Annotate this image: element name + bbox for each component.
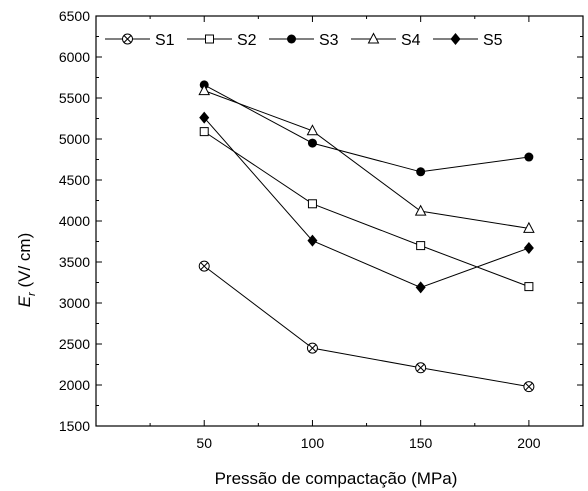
y-tick-label: 6000 — [59, 49, 90, 65]
y-axis-label: Er (V/ cm) — [15, 233, 38, 308]
data-point-s5 — [199, 111, 210, 124]
y-tick-label: 1500 — [59, 418, 90, 434]
y-tick-label: 6500 — [59, 8, 90, 24]
svg-text:Er (V/ cm): Er (V/ cm) — [15, 233, 38, 308]
legend-label-s1: S1 — [155, 32, 175, 49]
data-point-s1 — [415, 362, 427, 374]
y-tick-label: 4000 — [59, 213, 90, 229]
series-line-s4 — [204, 90, 529, 229]
y-tick-label: 5000 — [59, 131, 90, 147]
legend-marker-s4 — [367, 32, 380, 44]
x-axis-label: Pressão de compactação (MPa) — [215, 469, 458, 488]
y-tick-label: 5500 — [59, 90, 90, 106]
legend-marker-s5 — [450, 33, 461, 45]
legend-label-s4: S4 — [401, 32, 421, 49]
series-line-s2 — [203, 131, 530, 288]
x-tick-label: 50 — [196, 435, 212, 451]
y-tick-label: 3500 — [59, 254, 90, 270]
data-point-s1 — [306, 342, 318, 354]
data-point-s1 — [198, 260, 210, 272]
data-point-s4 — [523, 221, 535, 233]
x-tick-label: 100 — [301, 435, 325, 451]
data-point-s3 — [524, 152, 534, 162]
legend-marker-s3 — [287, 34, 296, 44]
y-axis-label-unit: (V/ cm) — [15, 233, 34, 293]
series-line-s3 — [203, 84, 529, 173]
legend-marker-s1 — [122, 33, 133, 45]
legend-label-s2: S2 — [237, 32, 257, 49]
legend-label-s3: S3 — [319, 32, 339, 49]
data-point-s2 — [524, 282, 534, 292]
data-point-s4 — [306, 124, 319, 136]
y-axis-label-symbol: E — [15, 295, 34, 307]
series-line-s1 — [203, 265, 529, 388]
data-point-s4 — [198, 84, 211, 96]
data-point-s1 — [523, 381, 535, 393]
data-point-s5 — [415, 281, 426, 294]
y-tick-label: 3000 — [59, 295, 90, 311]
legend-marker-s2 — [205, 34, 214, 44]
data-point-s4 — [414, 204, 427, 216]
y-tick-label: 4500 — [59, 172, 90, 188]
legend-label-s5: S5 — [483, 32, 503, 49]
plot-area: 1500 2000 2500 3000 3500 4000 4500 5000 5500 6000… — [59, 8, 584, 451]
data-point-s2 — [307, 199, 317, 209]
x-tick-label: 200 — [517, 435, 541, 451]
data-point-s2 — [199, 127, 209, 137]
y-axis-label-subscript: r — [26, 291, 38, 296]
y-tick-label: 2000 — [59, 377, 90, 393]
plot-frame — [95, 15, 584, 427]
data-point-s3 — [307, 138, 317, 148]
y-tick-label: 2500 — [59, 336, 90, 352]
data-point-s3 — [416, 167, 426, 177]
x-tick-label: 150 — [409, 435, 433, 451]
data-point-s2 — [416, 241, 426, 251]
data-point-s5 — [307, 234, 318, 247]
series-line-s5 — [203, 117, 530, 288]
data-point-s5 — [523, 242, 534, 255]
